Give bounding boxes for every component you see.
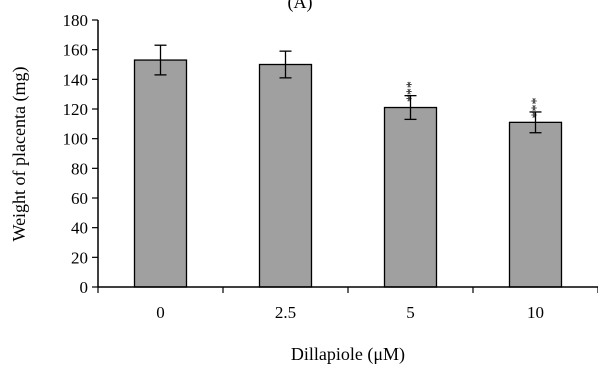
panel-label: (A) xyxy=(288,0,313,13)
y-tick-label: 20 xyxy=(71,248,88,267)
y-tick-label: 100 xyxy=(63,130,89,149)
y-axis-title: Weight of placenta (mg) xyxy=(9,67,30,242)
bars xyxy=(133,59,563,288)
y-axis-ticks: 0 20 40 60 80 100 120 140 160 180 xyxy=(63,11,98,297)
bar xyxy=(133,59,188,288)
x-tick-label: 5 xyxy=(406,303,415,322)
x-tick-label: 2.5 xyxy=(275,303,296,322)
y-tick-label: 60 xyxy=(71,189,88,208)
bar xyxy=(383,106,438,288)
y-tick-label: 160 xyxy=(63,41,89,60)
y-tick-label: 40 xyxy=(71,219,88,238)
y-tick-label: 0 xyxy=(80,278,89,297)
x-axis-title: Dillapiole (μM) xyxy=(291,344,405,365)
y-tick-label: 80 xyxy=(71,159,88,178)
error-bars xyxy=(154,44,542,134)
significance-marker: *** xyxy=(530,97,545,118)
y-tick-label: 180 xyxy=(63,11,89,30)
y-tick-label: 140 xyxy=(63,70,89,89)
x-tick-label: 10 xyxy=(527,303,544,322)
bar xyxy=(258,63,313,288)
bar xyxy=(508,121,563,288)
y-tick-label: 120 xyxy=(63,100,89,119)
significance-markers: *** *** xyxy=(405,81,545,118)
x-axis-ticks: 0 2.5 5 10 xyxy=(97,287,598,322)
x-tick-label: 0 xyxy=(156,303,165,322)
significance-marker: *** xyxy=(405,81,420,102)
